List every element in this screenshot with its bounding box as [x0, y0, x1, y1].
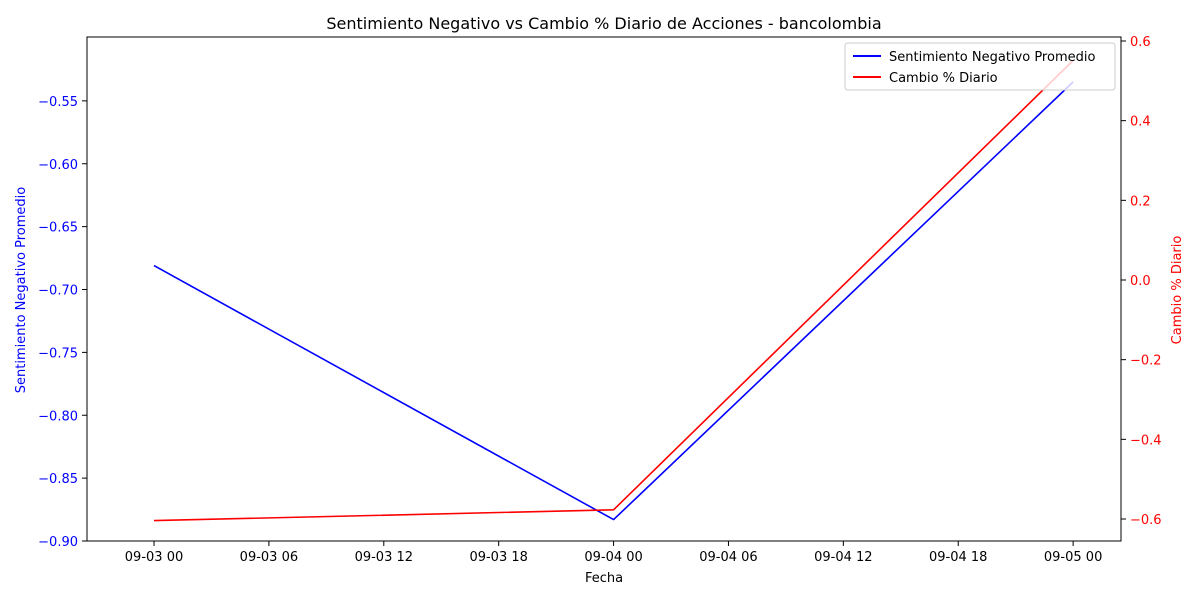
legend-label-cambio: Cambio % Diario	[889, 71, 998, 86]
y-right-tick-label: 0.0	[1130, 274, 1151, 289]
y-axis-left: −0.90 −0.85 −0.80 −0.75 −0.70 −0.65 −0.60 −0.55	[38, 95, 87, 550]
y-axis-right: −0.6 −0.4 −0.2 0.0 0.2 0.4 0.6	[1121, 35, 1162, 528]
y-right-tick-label: −0.4	[1130, 433, 1162, 448]
x-tick-label: 09-03 06	[240, 550, 298, 565]
x-tick-label: 09-03 12	[355, 550, 413, 565]
y-axis-left-label: Sentimiento Negativo Promedio	[14, 187, 29, 393]
y-right-tick-label: 0.6	[1130, 35, 1151, 50]
legend: Sentimiento Negativo Promedio Cambio % D…	[844, 42, 1116, 91]
chart-title: Sentimiento Negativo vs Cambio % Diario …	[326, 14, 881, 33]
series-line-cambio	[153, 59, 1074, 522]
y-left-tick-label: −0.65	[38, 221, 78, 236]
x-tick-label: 09-04 00	[584, 550, 642, 565]
y-left-tick-label: −0.90	[38, 535, 78, 550]
y-left-tick-label: −0.60	[38, 158, 78, 173]
y-right-tick-label: 0.4	[1130, 115, 1151, 130]
y-left-tick-label: −0.80	[38, 409, 78, 424]
x-axis-label: Fecha	[585, 571, 623, 586]
y-right-tick-label: 0.2	[1130, 194, 1151, 209]
x-tick-label: 09-03 18	[469, 550, 527, 565]
y-left-tick-label: −0.55	[38, 95, 78, 110]
x-tick-label: 09-05 00	[1044, 550, 1102, 565]
y-axis-right-label: Cambio % Diario	[1170, 236, 1185, 345]
y-right-tick-label: −0.6	[1130, 513, 1162, 528]
y-left-tick-label: −0.70	[38, 284, 78, 299]
x-tick-label: 09-04 12	[814, 550, 872, 565]
x-axis: 09-03 00 09-03 06 09-03 12 09-03 18 09-04 00…	[125, 541, 1102, 565]
x-tick-label: 09-04 06	[699, 550, 757, 565]
plot-area	[153, 59, 1074, 522]
plot-frame	[86, 36, 1122, 542]
series-line-sentimiento	[153, 81, 1074, 521]
y-right-tick-label: −0.2	[1130, 354, 1162, 369]
y-left-tick-label: −0.75	[38, 346, 78, 361]
y-left-tick-label: −0.85	[38, 472, 78, 487]
legend-label-sentimiento: Sentimiento Negativo Promedio	[889, 50, 1095, 65]
x-tick-label: 09-04 18	[929, 550, 987, 565]
legend-box	[844, 42, 1116, 91]
x-tick-label: 09-03 00	[125, 550, 183, 565]
